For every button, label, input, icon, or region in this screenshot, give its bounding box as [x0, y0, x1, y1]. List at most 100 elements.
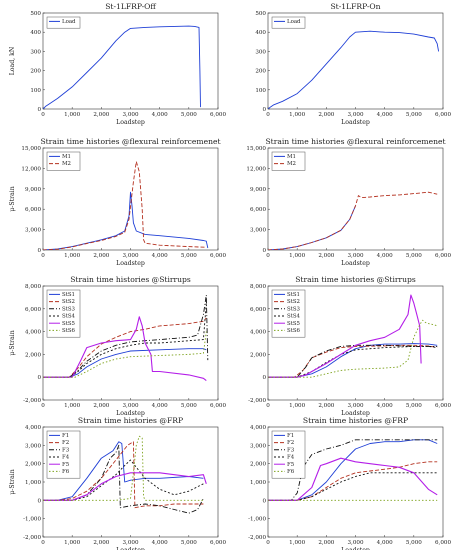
x-tick-label: 5,000 — [406, 540, 422, 546]
x-tick-label: 6,000 — [435, 112, 451, 118]
y-tick-label: 0 — [37, 375, 41, 381]
x-tick-label: 4,000 — [152, 112, 168, 118]
x-tick-label: 0 — [41, 253, 45, 259]
legend-label: StS5 — [287, 321, 301, 327]
y-tick-label: 3,000 — [25, 443, 41, 449]
legend-label: M2 — [287, 161, 296, 167]
chart-title: Strain time histories @flexural reinforc… — [40, 137, 220, 146]
series-line-sts2 — [43, 317, 207, 378]
x-tick-label: 0 — [266, 403, 270, 409]
y-tick-label: 300 — [30, 49, 41, 55]
x-axis-label: Loadstep — [116, 547, 145, 550]
y-tick-label: 400 — [255, 30, 266, 36]
series-line-m1 — [43, 191, 209, 250]
x-tick-label: 4,000 — [377, 540, 393, 546]
x-tick-label: 3,000 — [347, 403, 363, 409]
y-tick-label: 200 — [30, 69, 41, 75]
x-tick-label: 5,000 — [181, 540, 197, 546]
x-tick-label: 2,000 — [93, 112, 109, 118]
y-tick-label: 3,000 — [250, 228, 266, 234]
plot-area — [42, 12, 219, 110]
x-tick-label: 1,000 — [289, 253, 305, 259]
x-tick-label: 4,000 — [152, 403, 168, 409]
y-tick-label: 12,000 — [246, 166, 266, 172]
x-tick-label: 6,000 — [435, 540, 451, 546]
y-tick-label: 500 — [255, 11, 266, 17]
x-tick-label: 3,000 — [347, 112, 363, 118]
x-tick-label: 2,000 — [318, 253, 334, 259]
series-line-sts5 — [43, 316, 207, 382]
x-axis-label: Loadstep — [116, 410, 145, 417]
legend-label: M2 — [62, 161, 71, 167]
series-line-m2 — [43, 161, 207, 250]
x-tick-label: 6,000 — [435, 253, 451, 259]
x-tick-label: 2,000 — [318, 403, 334, 409]
x-tick-label: 3,000 — [122, 112, 138, 118]
legend-label: StS3 — [62, 306, 76, 312]
x-axis-label: Loadstep — [341, 410, 370, 417]
chart-title: St-1LFRP-On — [330, 2, 380, 11]
y-tick-label: 0 — [262, 498, 266, 504]
y-axis-label: Load, kN — [9, 46, 16, 75]
legend-label: F2 — [62, 440, 69, 446]
x-tick-label: 5,000 — [406, 112, 422, 118]
y-tick-label: 1,000 — [25, 480, 41, 486]
x-tick-label: 5,000 — [181, 112, 197, 118]
y-tick-label: 2,000 — [25, 462, 41, 468]
y-tick-label: 500 — [30, 11, 41, 17]
x-tick-label: 2,000 — [318, 540, 334, 546]
legend-label: M1 — [62, 154, 71, 160]
legend-label: StS3 — [287, 306, 301, 312]
y-tick-label: 6,000 — [25, 307, 41, 313]
x-tick-label: 4,000 — [377, 253, 393, 259]
x-tick-label: 6,000 — [210, 540, 226, 546]
x-axis-label: Loadstep — [116, 260, 145, 267]
y-tick-label: 100 — [30, 88, 41, 94]
series-line-sts4 — [43, 303, 207, 378]
series-line-f1 — [43, 441, 204, 501]
x-tick-label: 5,000 — [406, 403, 422, 409]
chart-title: Strain time histories @FRP — [78, 416, 183, 425]
legend-box — [271, 16, 306, 29]
y-tick-label: 0 — [37, 498, 41, 504]
series-line-f5 — [43, 472, 207, 501]
x-tick-label: 3,000 — [347, 540, 363, 546]
legend-label: StS2 — [287, 299, 300, 305]
series-line-f3 — [43, 444, 204, 514]
y-tick-label: 8,000 — [250, 284, 266, 290]
legend-label: StS1 — [62, 292, 75, 298]
y-tick-label: 6,000 — [250, 207, 266, 213]
chart-title: St-1LFRP-Off — [105, 2, 156, 11]
series-line-f4 — [43, 459, 204, 501]
x-tick-label: 1,000 — [64, 403, 80, 409]
x-tick-label: 2,000 — [93, 403, 109, 409]
x-tick-label: 2,000 — [318, 112, 334, 118]
legend-label: M1 — [287, 154, 296, 160]
x-tick-label: 5,000 — [181, 253, 197, 259]
y-tick-label: 15,000 — [246, 146, 266, 152]
y-tick-label: 2,000 — [250, 352, 266, 358]
chart-title: Strain time histories @flexural reinforc… — [265, 137, 445, 146]
legend-label: F5 — [62, 462, 70, 468]
x-tick-label: 1,000 — [64, 540, 80, 546]
legend-box — [271, 289, 306, 338]
y-axis-label: μ-Strain — [9, 469, 16, 494]
x-tick-label: 6,000 — [435, 403, 451, 409]
y-tick-label: -1,000 — [23, 517, 41, 523]
legend-label: StS1 — [287, 292, 300, 298]
y-tick-label: 1,000 — [250, 480, 266, 486]
plot-area — [267, 12, 444, 110]
series-line-f5 — [268, 457, 438, 501]
legend-label: F1 — [287, 433, 294, 439]
y-tick-label: 12,000 — [21, 166, 41, 172]
x-tick-label: 2,000 — [93, 253, 109, 259]
legend-label: StS4 — [62, 314, 76, 320]
x-tick-label: 5,000 — [181, 403, 197, 409]
series-line-sts5 — [268, 294, 422, 378]
chart-panel-1: St-1LFRP-Off 0 1,000 2,000 3,000 4,000 5,000 6,… — [9, 2, 226, 126]
legend-box — [46, 16, 81, 29]
y-tick-label: 100 — [255, 88, 266, 94]
legend-label: StS6 — [287, 328, 301, 334]
legend-label: F3 — [62, 447, 70, 453]
